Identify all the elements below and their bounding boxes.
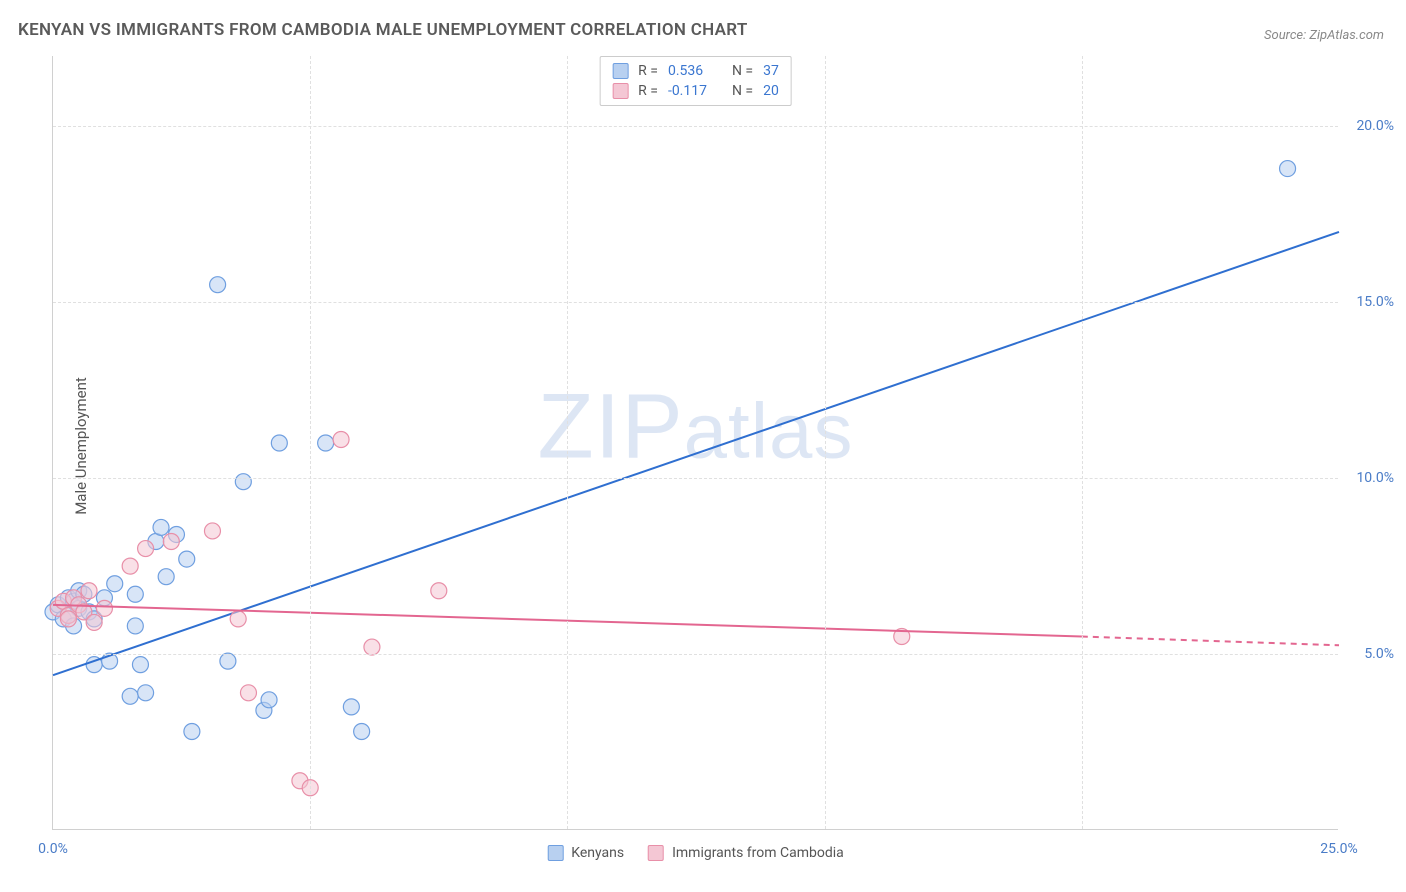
r-value: -0.117 bbox=[668, 83, 714, 99]
grid-line bbox=[53, 654, 1338, 655]
grid-line bbox=[53, 302, 1338, 303]
scatter-point bbox=[333, 431, 349, 447]
scatter-point bbox=[220, 653, 236, 669]
y-tick-label: 10.0% bbox=[1356, 470, 1394, 486]
legend-swatch bbox=[648, 845, 664, 861]
grid-line bbox=[53, 478, 1338, 479]
scatter-point bbox=[364, 639, 380, 655]
r-label: R = bbox=[638, 63, 658, 79]
x-tick-label: 25.0% bbox=[1320, 841, 1358, 857]
scatter-point bbox=[184, 723, 200, 739]
trend-line bbox=[53, 232, 1339, 675]
y-tick-label: 20.0% bbox=[1356, 118, 1394, 134]
scatter-point bbox=[122, 558, 138, 574]
scatter-point bbox=[354, 723, 370, 739]
grid-line bbox=[1082, 56, 1083, 829]
grid-line bbox=[310, 56, 311, 829]
scatter-point bbox=[81, 583, 97, 599]
scatter-point bbox=[60, 611, 76, 627]
legend-series-item: Immigrants from Cambodia bbox=[648, 845, 844, 861]
scatter-point bbox=[158, 569, 174, 585]
grid-line bbox=[825, 56, 826, 829]
scatter-point bbox=[431, 583, 447, 599]
r-label: R = bbox=[638, 83, 658, 99]
y-tick-label: 15.0% bbox=[1356, 294, 1394, 310]
x-tick-label: 0.0% bbox=[38, 841, 68, 857]
scatter-point bbox=[318, 435, 334, 451]
scatter-point bbox=[163, 534, 179, 550]
scatter-point bbox=[240, 685, 256, 701]
scatter-point bbox=[153, 519, 169, 535]
grid-line bbox=[567, 56, 568, 829]
grid-line bbox=[53, 126, 1338, 127]
chart-title: KENYAN VS IMMIGRANTS FROM CAMBODIA MALE … bbox=[18, 20, 748, 40]
scatter-point bbox=[261, 692, 277, 708]
scatter-point bbox=[271, 435, 287, 451]
legend-swatch bbox=[612, 83, 628, 99]
legend-label: Kenyans bbox=[571, 845, 624, 861]
scatter-point bbox=[127, 618, 143, 634]
scatter-point bbox=[210, 277, 226, 293]
source-attribution: Source: ZipAtlas.com bbox=[1264, 28, 1384, 43]
plot-svg bbox=[53, 56, 1338, 829]
n-label: N = bbox=[732, 63, 753, 79]
legend-stat-row: R = 0.536 N = 37 bbox=[612, 61, 779, 81]
scatter-point bbox=[235, 474, 251, 490]
scatter-point bbox=[127, 586, 143, 602]
scatter-point bbox=[122, 688, 138, 704]
legend-stats: R = 0.536 N = 37 R = -0.117 N = 20 bbox=[599, 56, 792, 106]
plot-area: ZIPatlas R =0.536N =37R =-0.117N =20 Ken… bbox=[52, 56, 1338, 830]
n-value: 20 bbox=[763, 83, 779, 99]
correlation-chart: KENYAN VS IMMIGRANTS FROM CAMBODIA MALE … bbox=[0, 0, 1406, 892]
scatter-point bbox=[86, 614, 102, 630]
legend-label: Immigrants from Cambodia bbox=[672, 845, 844, 861]
n-value: 37 bbox=[763, 63, 779, 79]
n-label: N = bbox=[732, 83, 753, 99]
scatter-point bbox=[204, 523, 220, 539]
y-tick-label: 5.0% bbox=[1364, 646, 1394, 662]
scatter-point bbox=[138, 541, 154, 557]
scatter-point bbox=[230, 611, 246, 627]
legend-stat-row: R = -0.117 N = 20 bbox=[612, 81, 779, 101]
trend-line-extrapolated bbox=[1082, 637, 1339, 646]
scatter-point bbox=[1280, 161, 1296, 177]
scatter-point bbox=[132, 657, 148, 673]
scatter-point bbox=[107, 576, 123, 592]
scatter-point bbox=[343, 699, 359, 715]
legend-series: Kenyans Immigrants from Cambodia bbox=[547, 845, 844, 861]
scatter-point bbox=[179, 551, 195, 567]
scatter-point bbox=[96, 600, 112, 616]
legend-series-item: Kenyans bbox=[547, 845, 624, 861]
r-value: 0.536 bbox=[668, 63, 714, 79]
legend-swatch bbox=[547, 845, 563, 861]
scatter-point bbox=[138, 685, 154, 701]
legend-swatch bbox=[612, 63, 628, 79]
